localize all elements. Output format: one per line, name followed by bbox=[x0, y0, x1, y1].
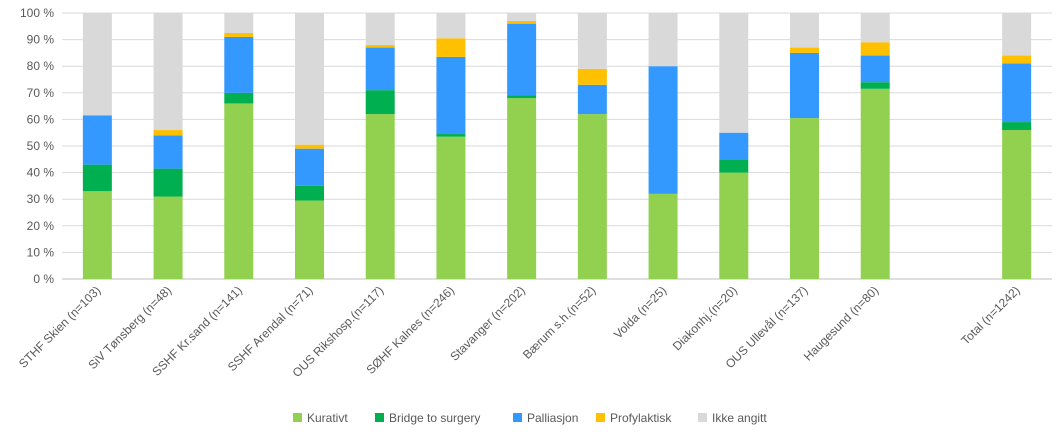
legend-label: Ikke angitt bbox=[712, 411, 767, 425]
bar-segment bbox=[365, 47, 395, 91]
y-tick-label: 10 % bbox=[27, 245, 55, 259]
bar-segment bbox=[153, 168, 183, 197]
legend-item: Bridge to surgery bbox=[375, 411, 480, 425]
y-axis-ticks: 0 % 10 % 20 % 30 % 40 % 50 % 60 % 70 % 80 % 90 % 1… bbox=[20, 6, 54, 286]
y-tick-label: 30 % bbox=[27, 192, 55, 206]
y-tick-label: 70 % bbox=[27, 86, 55, 100]
legend-swatch bbox=[698, 413, 707, 422]
legend: Kurativt Bridge to surgery Palliasjon Profy… bbox=[293, 411, 767, 425]
bar-segment bbox=[790, 52, 819, 119]
bar-segment bbox=[82, 191, 112, 279]
bar-segment bbox=[1002, 63, 1032, 123]
bar-segment bbox=[577, 13, 607, 69]
legend-swatch bbox=[293, 413, 302, 422]
bar-segment bbox=[507, 20, 537, 24]
bar-segment bbox=[1002, 122, 1032, 131]
bar-segment bbox=[1002, 55, 1032, 64]
bar-segment bbox=[790, 13, 819, 48]
bar-segment bbox=[648, 66, 678, 194]
bar-segment bbox=[577, 114, 607, 279]
bar-segment bbox=[507, 13, 537, 21]
legend-item: Palliasjon bbox=[513, 411, 578, 425]
bar-segment bbox=[790, 118, 819, 279]
bar-segment bbox=[507, 98, 537, 280]
y-tick-label: 0 % bbox=[33, 272, 54, 286]
bar-segment bbox=[719, 159, 749, 173]
bar-segment bbox=[224, 92, 254, 104]
y-tick-label: 20 % bbox=[27, 219, 55, 233]
y-tick-label: 60 % bbox=[27, 112, 55, 126]
bar-segment bbox=[295, 13, 324, 145]
bar-segment bbox=[295, 148, 324, 186]
bar-segment bbox=[719, 13, 749, 133]
bar-segment bbox=[860, 82, 890, 89]
bar-segment bbox=[860, 42, 890, 56]
bar-segment bbox=[153, 196, 183, 279]
bar-segment bbox=[436, 56, 466, 135]
legend-label: Palliasjon bbox=[527, 411, 578, 425]
bar-segment bbox=[436, 13, 466, 39]
bar-segment bbox=[719, 172, 749, 279]
gridlines bbox=[62, 12, 1052, 280]
bar-segment bbox=[1002, 130, 1032, 279]
bar-segment bbox=[1002, 13, 1032, 56]
bar-segment bbox=[365, 44, 395, 48]
bar-segment bbox=[295, 200, 324, 279]
x-tick-label: Bærum s.h.(n=52) bbox=[520, 283, 599, 362]
x-tick-label: Diakonhj.(n=20) bbox=[670, 283, 740, 353]
bar-segment bbox=[648, 13, 678, 67]
legend-swatch bbox=[375, 413, 384, 422]
bars bbox=[82, 13, 1032, 280]
bar-segment bbox=[719, 132, 749, 160]
bar-segment bbox=[224, 103, 254, 279]
bar-segment bbox=[860, 13, 890, 43]
x-axis-ticks: STHF Skien (n=103)SiV Tønsberg (n=48)SSH… bbox=[16, 283, 1023, 380]
y-tick-label: 40 % bbox=[27, 166, 55, 180]
legend-swatch bbox=[596, 413, 605, 422]
legend-label: Bridge to surgery bbox=[389, 411, 480, 425]
bar-segment bbox=[507, 23, 537, 96]
bar-segment bbox=[82, 115, 112, 165]
bar-segment bbox=[436, 136, 466, 279]
bar-segment bbox=[153, 135, 183, 169]
bar-segment bbox=[365, 90, 395, 115]
bar-segment bbox=[507, 95, 537, 99]
bar-segment bbox=[790, 47, 819, 53]
bar-segment bbox=[577, 84, 607, 115]
legend-swatch bbox=[513, 413, 522, 422]
y-tick-label: 100 % bbox=[20, 6, 54, 20]
legend-item: Kurativt bbox=[293, 411, 348, 425]
y-tick-label: 80 % bbox=[27, 59, 55, 73]
bar-segment bbox=[224, 36, 254, 93]
bar-segment bbox=[153, 130, 183, 136]
y-tick-label: 50 % bbox=[27, 139, 55, 153]
bar-segment bbox=[82, 164, 112, 192]
bar-segment bbox=[224, 13, 254, 33]
bar-segment bbox=[436, 134, 466, 137]
legend-item: Ikke angitt bbox=[698, 411, 767, 425]
y-tick-label: 90 % bbox=[27, 33, 55, 47]
bar-segment bbox=[860, 55, 890, 83]
legend-item: Profylaktisk bbox=[596, 411, 672, 425]
bar-segment bbox=[224, 32, 254, 37]
bar-segment bbox=[153, 13, 183, 131]
legend-label: Kurativt bbox=[307, 411, 348, 425]
bar-segment bbox=[295, 185, 324, 201]
bar-segment bbox=[436, 38, 466, 57]
x-tick-label: Haugesund (n=80) bbox=[801, 283, 881, 363]
bar-segment bbox=[295, 144, 324, 149]
bar-segment bbox=[365, 13, 395, 45]
x-tick-label: Stavanger (n=202) bbox=[447, 283, 527, 363]
bar-segment bbox=[82, 13, 112, 116]
x-tick-label: Volda (n=25) bbox=[611, 283, 669, 341]
bar-segment bbox=[577, 68, 607, 85]
bar-segment bbox=[365, 114, 395, 279]
bar-segment bbox=[860, 88, 890, 279]
x-tick-label: Total (n=1242) bbox=[958, 283, 1022, 347]
bar-segment bbox=[648, 193, 678, 279]
legend-label: Profylaktisk bbox=[610, 411, 672, 425]
